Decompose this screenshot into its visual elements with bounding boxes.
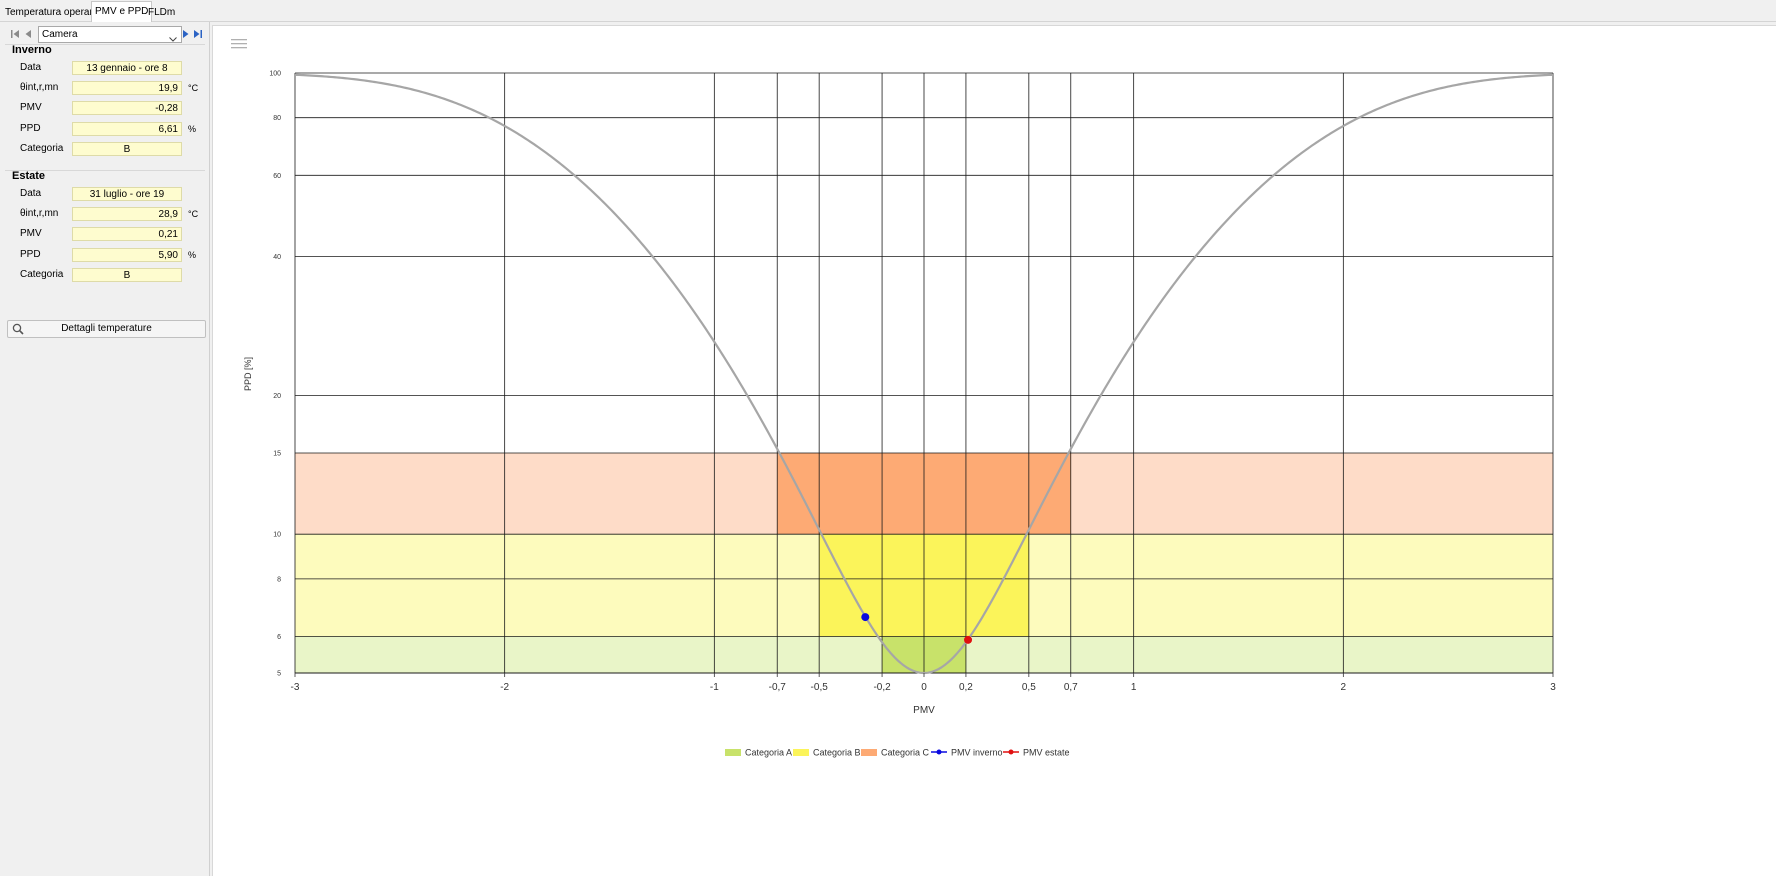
- summer-ppd-unit: %: [188, 250, 197, 260]
- y-tick-label: 60: [273, 173, 281, 180]
- chart-panel: -3 -2 -1 -0,7 -0,5 -0,2 0 0,2 0,5 0,7 1 2 3 5 6 8 10 15 2…: [212, 25, 1776, 876]
- winter-section-title: Inverno: [12, 44, 52, 56]
- room-select[interactable]: Camera: [38, 26, 182, 43]
- summer-ppd-label: PPD: [20, 249, 41, 260]
- x-tick-label: 0,7: [1064, 682, 1078, 693]
- legend-label: PMV inverno: [951, 748, 1003, 758]
- y-tick-label: 15: [273, 450, 281, 457]
- y-tick-label: 20: [273, 393, 281, 400]
- x-tick-label: 3: [1550, 682, 1556, 693]
- winter-temp-field: 19,9: [72, 81, 182, 95]
- details-temperatures-label: Dettagli temperature: [61, 323, 152, 334]
- winter-pmv-field: -0,28: [72, 101, 182, 115]
- legend-label: Categoria B: [813, 748, 861, 758]
- summer-temp-field: 28,9: [72, 207, 182, 221]
- tab-fldm[interactable]: FLDm: [148, 7, 176, 18]
- hamburger-menu-icon[interactable]: [231, 38, 247, 50]
- winter-temp-label: θint,r,mn: [20, 82, 59, 93]
- x-tick-label: 0: [921, 682, 927, 693]
- x-tick-label: -3: [291, 682, 300, 693]
- legend-marker: [936, 749, 942, 755]
- tab-pmv-ppd[interactable]: PMV e PPD: [91, 1, 153, 22]
- legend-swatch: [725, 749, 741, 756]
- y-tick-label: 80: [273, 115, 281, 122]
- winter-category-label: Categoria: [20, 143, 64, 154]
- tab-temperatura-operante[interactable]: Temperatura operante: [5, 7, 104, 18]
- point-pmv-estate: [964, 635, 973, 644]
- sidebar: Camera Inverno Data 13 gennaio - ore 8 θ…: [0, 22, 210, 876]
- details-temperatures-button[interactable]: Dettagli temperature: [7, 320, 206, 338]
- summer-pmv-field: 0,21: [72, 227, 182, 241]
- x-tick-label: -2: [500, 682, 509, 693]
- summer-temp-unit: °C: [188, 209, 199, 219]
- chart-legend: Categoria A Categoria B Categoria C PMV inv…: [725, 748, 1070, 758]
- y-tick-label: 10: [273, 532, 281, 539]
- navigation-row: Camera: [8, 26, 208, 43]
- summer-section-divider: [5, 170, 205, 171]
- y-tick-label: 5: [277, 671, 281, 678]
- summer-pmv-label: PMV: [20, 228, 42, 239]
- room-select-value: Camera: [42, 29, 78, 40]
- chevron-down-icon: [169, 32, 177, 47]
- y-tick-label: 8: [277, 576, 281, 583]
- winter-ppd-label: PPD: [20, 123, 41, 134]
- winter-ppd-field: 6,61: [72, 122, 182, 136]
- first-record-icon[interactable]: [10, 28, 20, 40]
- x-tick-label: -1: [710, 682, 719, 693]
- summer-ppd-field: 5,90: [72, 248, 182, 262]
- winter-date-label: Data: [20, 62, 42, 73]
- winter-category-field: B: [72, 142, 182, 156]
- legend-marker: [1008, 749, 1014, 755]
- y-tick-label: 40: [273, 254, 281, 261]
- legend-swatch: [793, 749, 809, 756]
- x-tick-label: -0,7: [769, 682, 787, 693]
- x-tick-labels: -3 -2 -1 -0,7 -0,5 -0,2 0 0,2 0,5 0,7 1 2 3: [291, 673, 1556, 693]
- x-axis-label: PMV: [913, 705, 935, 716]
- winter-temp-unit: °C: [188, 83, 199, 93]
- summer-category-label: Categoria: [20, 269, 64, 280]
- legend-swatch: [861, 749, 877, 756]
- legend-label: Categoria A: [745, 748, 792, 758]
- winter-section-divider: [5, 44, 205, 45]
- summer-date-label: Data: [20, 188, 42, 199]
- last-record-icon[interactable]: [193, 28, 203, 40]
- winter-date-field: 13 gennaio - ore 8: [72, 61, 182, 75]
- winter-ppd-unit: %: [188, 124, 197, 134]
- x-tick-label: 0,2: [959, 682, 973, 693]
- winter-pmv-label: PMV: [20, 102, 42, 113]
- previous-record-icon[interactable]: [23, 28, 33, 40]
- summer-section-title: Estate: [12, 170, 46, 182]
- summer-temp-label: θint,r,mn: [20, 208, 59, 219]
- summer-date-field: 31 luglio - ore 19: [72, 187, 182, 201]
- tab-bar: Temperatura operante PMV e PPD FLDm: [0, 0, 1776, 22]
- pmv-points: [861, 613, 973, 644]
- summer-category-field: B: [72, 268, 182, 282]
- legend-label: PMV estate: [1023, 748, 1070, 758]
- x-tick-label: 1: [1131, 682, 1137, 693]
- next-record-icon[interactable]: [181, 28, 191, 40]
- y-tick-label: 6: [277, 634, 281, 641]
- x-tick-label: -0,5: [811, 682, 829, 693]
- point-pmv-inverno: [861, 613, 870, 622]
- pmv-ppd-chart: -3 -2 -1 -0,7 -0,5 -0,2 0 0,2 0,5 0,7 1 2 3 5 6 8 10 15 2…: [243, 71, 1556, 758]
- magnifier-icon: [12, 323, 24, 341]
- x-tick-label: 0,5: [1022, 682, 1036, 693]
- y-tick-labels: 5 6 8 10 15 20 40 60 80 100: [269, 71, 281, 678]
- y-tick-label: 100: [269, 71, 281, 78]
- y-axis-label: PPD [%]: [243, 357, 253, 391]
- x-tick-label: -0,2: [873, 682, 891, 693]
- x-tick-label: 2: [1341, 682, 1347, 693]
- legend-label: Categoria C: [881, 748, 930, 758]
